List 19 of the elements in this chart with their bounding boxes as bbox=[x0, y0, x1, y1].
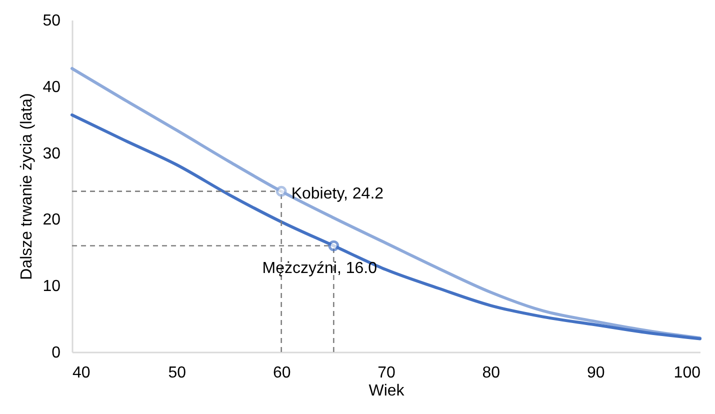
x-tick-label: 40 bbox=[72, 364, 90, 382]
x-tick-label: 50 bbox=[168, 364, 186, 382]
y-tick-label: 10 bbox=[42, 278, 61, 296]
x-tick-label: 100 bbox=[674, 364, 701, 382]
y-tick-label: 40 bbox=[42, 78, 61, 96]
x-tick-label: 90 bbox=[586, 364, 605, 382]
line-series bbox=[70, 66, 702, 340]
y-tick-label: 50 bbox=[42, 12, 61, 30]
x-tick-label: 60 bbox=[272, 364, 291, 382]
y-tick-label: 20 bbox=[42, 212, 61, 229]
line-series bbox=[70, 113, 702, 340]
x-axis-title: Wiek bbox=[368, 382, 406, 400]
x-tick-label: 70 bbox=[378, 364, 396, 382]
y-tick-label: 30 bbox=[42, 145, 61, 162]
x-tick-label: 80 bbox=[482, 364, 500, 382]
y-axis-title: Dalsze trwanie życia (lata) bbox=[18, 93, 36, 280]
annotation: Mężczyźni, 16.0 bbox=[262, 260, 378, 277]
y-tick-label: 0 bbox=[52, 344, 61, 362]
annotation: Kobiety, 24.2 bbox=[291, 185, 384, 202]
